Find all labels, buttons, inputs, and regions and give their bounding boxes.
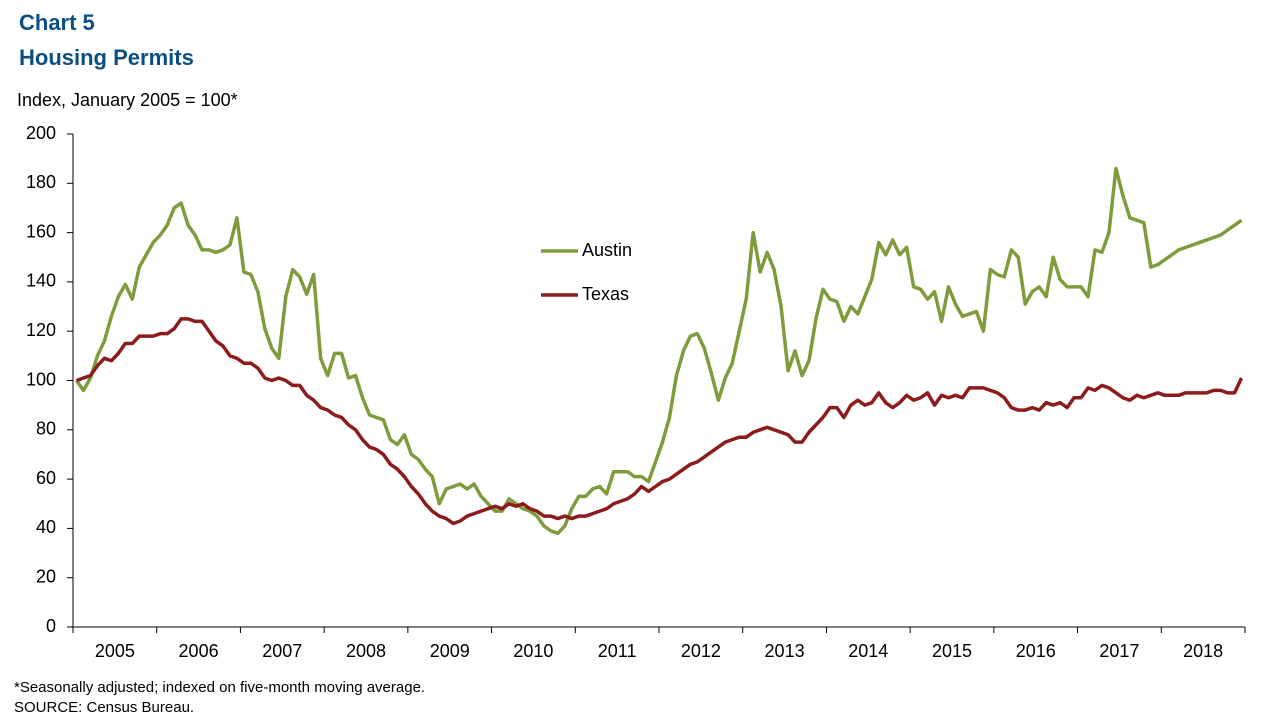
y-tick-label: 160: [26, 221, 56, 241]
x-tick-label: 2018: [1183, 641, 1223, 661]
series-line: [75, 317, 1244, 526]
x-tick-label: 2011: [598, 641, 637, 661]
x-tick-label: 2016: [1016, 641, 1056, 661]
source: SOURCE: Census Bureau.: [14, 699, 194, 716]
chart-title: Chart 5: [19, 10, 95, 35]
x-tick-label: 2008: [346, 641, 386, 661]
y-axis-label: Index, January 2005 = 100*: [17, 90, 238, 110]
y-tick-label: 100: [26, 369, 56, 389]
x-tick-label: 2015: [932, 641, 972, 661]
legend-label: Texas: [582, 284, 629, 304]
series-line: [75, 166, 1243, 536]
x-tick-label: 2010: [513, 641, 553, 661]
x-tick-label: 2017: [1099, 641, 1139, 661]
x-tick-label: 2014: [848, 641, 888, 661]
y-tick-label: 180: [26, 172, 56, 192]
y-tick-label: 40: [36, 517, 56, 537]
x-tick-label: 2006: [179, 641, 219, 661]
x-tick-label: 2005: [95, 641, 135, 661]
x-tick-label: 2009: [430, 641, 470, 661]
y-tick-label: 80: [36, 419, 56, 439]
y-tick-label: 140: [26, 271, 56, 291]
legend-label: Austin: [582, 240, 632, 260]
y-tick-label: 0: [46, 616, 56, 636]
x-tick-label: 2013: [765, 641, 805, 661]
y-tick-label: 20: [36, 566, 56, 586]
x-tick-label: 2012: [681, 641, 721, 661]
y-tick-label: 60: [36, 468, 56, 488]
x-tick-label: 2007: [262, 641, 302, 661]
chart-subtitle: Housing Permits: [19, 45, 194, 70]
y-tick-label: 200: [26, 123, 56, 143]
footnote: *Seasonally adjusted; indexed on five-mo…: [14, 679, 425, 696]
y-tick-label: 120: [26, 320, 56, 340]
